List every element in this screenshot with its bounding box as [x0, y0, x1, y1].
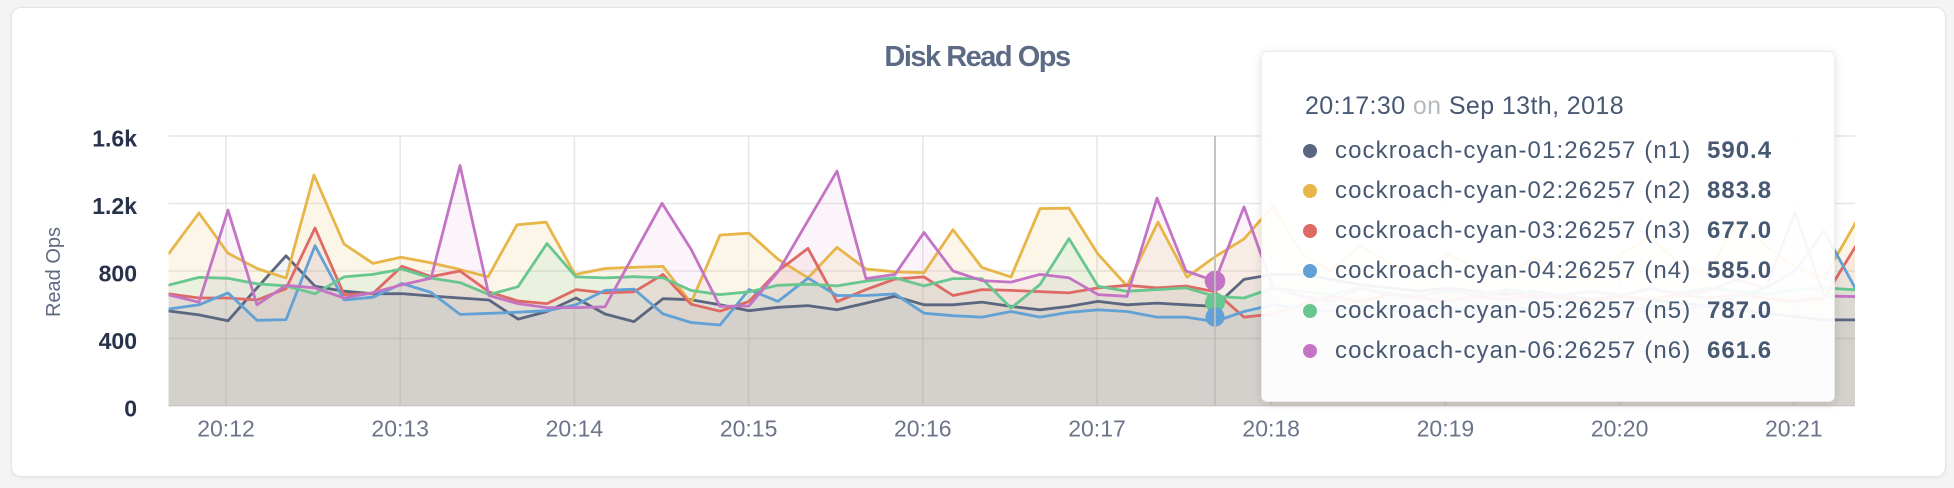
svg-text:20:20: 20:20: [1591, 416, 1649, 442]
svg-text:1.2k: 1.2k: [92, 193, 137, 219]
svg-text:0: 0: [124, 395, 137, 421]
svg-text:Read Ops: Read Ops: [43, 227, 65, 317]
svg-text:20:18: 20:18: [1242, 416, 1300, 442]
svg-text:20:15: 20:15: [720, 416, 778, 442]
svg-text:400: 400: [99, 328, 137, 354]
svg-text:20:16: 20:16: [894, 416, 952, 442]
svg-text:20:12: 20:12: [197, 416, 255, 442]
svg-text:20:13: 20:13: [371, 416, 429, 442]
svg-text:20:14: 20:14: [546, 416, 604, 442]
svg-text:800: 800: [99, 260, 137, 286]
svg-text:20:17: 20:17: [1068, 416, 1126, 442]
svg-text:20:21: 20:21: [1765, 416, 1823, 442]
svg-text:20:19: 20:19: [1417, 416, 1475, 442]
svg-text:1.6k: 1.6k: [92, 125, 137, 151]
